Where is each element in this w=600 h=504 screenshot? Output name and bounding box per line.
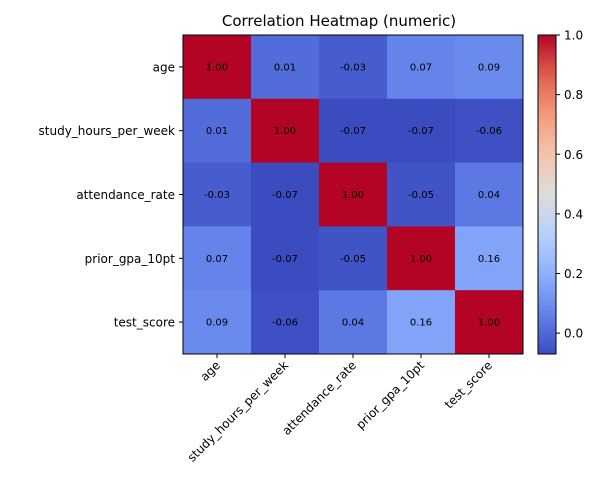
cell-value-label: 0.04 — [342, 318, 364, 329]
heatmap-cell — [387, 98, 456, 164]
colorbar-tick-label: 0.0 — [564, 327, 583, 341]
cells-layer: 1.00 0.01 -0.03 0.07 0.09 0.01 1.00 -0.07 -0.07 -… — [183, 35, 524, 355]
cell-value-label: 1.00 — [410, 254, 432, 265]
heatmap-cell — [319, 35, 388, 100]
heatmap-cell — [387, 290, 456, 355]
cell-value-label: -0.07 — [272, 190, 298, 201]
cell-value-label: 0.04 — [478, 190, 500, 201]
cell-value-label: -0.07 — [340, 126, 366, 137]
colorbar-tick-label: 1.0 — [564, 29, 583, 43]
x-tick-label: age — [197, 358, 223, 384]
heatmap-cell — [455, 35, 524, 100]
colorbar-tick-label: 0.2 — [564, 267, 583, 281]
x-tick-label: prior_gpa_10pt — [353, 358, 427, 432]
cell-value-label: 0.01 — [206, 126, 228, 137]
heatmap-cell — [183, 98, 252, 164]
heatmap-cell — [319, 226, 388, 291]
heatmap-cell — [183, 35, 252, 100]
cell-value-label: -0.03 — [204, 190, 230, 201]
colorbar-frame — [537, 34, 557, 355]
heatmap-cell — [319, 162, 388, 227]
y-tick-label: study_hours_per_week — [39, 124, 176, 138]
cell-value-label: 0.16 — [478, 254, 500, 265]
cell-value-label: -0.07 — [272, 254, 298, 265]
y-tick-label: age — [153, 60, 175, 74]
cell-value-label: 1.00 — [478, 318, 500, 329]
cell-value-label: 0.07 — [206, 254, 228, 265]
cell-value-label: -0.05 — [408, 190, 434, 201]
x-tick-label: attendance_rate — [279, 358, 359, 438]
y-tick-label: prior_gpa_10pt — [85, 252, 176, 266]
cell-value-label: -0.06 — [476, 126, 502, 137]
cell-value-label: 0.01 — [274, 62, 296, 73]
heatmap-cell — [455, 162, 524, 227]
cell-value-label: -0.03 — [340, 62, 366, 73]
heatmap-cell — [455, 290, 524, 355]
heatmap-cell — [251, 98, 320, 164]
heatmap-cell — [251, 226, 320, 291]
cell-value-label: 0.09 — [206, 318, 228, 329]
x-tick-label: test_score — [442, 358, 495, 411]
chart-title: Correlation Heatmap (numeric) — [222, 12, 456, 30]
colorbar-tick-label: 0.6 — [564, 148, 583, 162]
heatmap-cell — [319, 290, 388, 355]
y-tick-label: test_score — [114, 316, 175, 330]
heatmap-cell — [183, 290, 252, 355]
heatmap-cell — [455, 226, 524, 291]
heatmap-cell — [251, 162, 320, 227]
heatmap-cell — [387, 162, 456, 227]
heatmap-cell — [319, 98, 388, 164]
cell-value-label: 1.00 — [206, 62, 228, 73]
colorbar: 0.0 0.2 0.4 0.6 0.8 1.0 — [537, 29, 583, 355]
cell-value-label: 0.09 — [478, 62, 500, 73]
cell-value-label: -0.06 — [272, 318, 298, 329]
colorbar-tick-label: 0.4 — [564, 207, 583, 221]
colorbar-tick-label: 0.8 — [564, 88, 583, 102]
heatmap-cell — [387, 35, 456, 100]
heatmap-cell — [251, 290, 320, 355]
cell-value-label: -0.05 — [340, 254, 366, 265]
cell-value-label: 1.00 — [342, 190, 364, 201]
cell-value-label: -0.07 — [408, 126, 434, 137]
cell-value-label: 0.07 — [410, 62, 432, 73]
heatmap-cell — [183, 226, 252, 291]
heatmap-cell — [251, 35, 320, 100]
colorbar-gradient — [538, 35, 556, 354]
heatmap-cell — [183, 162, 252, 227]
heatmap-cell — [387, 226, 456, 291]
cell-value-label: 0.16 — [410, 318, 432, 329]
cell-value-label: 1.00 — [274, 126, 296, 137]
y-tick-label: attendance_rate — [76, 188, 175, 202]
heatmap-cell — [455, 98, 524, 164]
